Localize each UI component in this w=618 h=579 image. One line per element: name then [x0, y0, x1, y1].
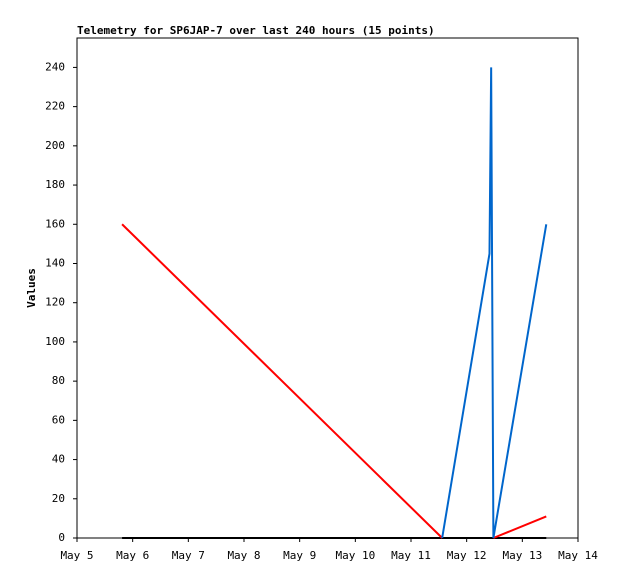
y-tick-label: 100 — [45, 335, 65, 348]
x-tick-label: May 7 — [172, 549, 205, 562]
x-tick-label: May 9 — [283, 549, 316, 562]
y-tick-label: 80 — [52, 374, 65, 387]
y-tick-label: 40 — [52, 453, 65, 466]
x-tick-label: May 11 — [391, 549, 431, 562]
x-tick-label: May 6 — [116, 549, 149, 562]
y-tick-label: 180 — [45, 178, 65, 191]
x-tick-label: May 5 — [60, 549, 93, 562]
y-tick-label: 200 — [45, 139, 65, 152]
plot-frame — [76, 37, 579, 539]
x-tick-label: May 8 — [227, 549, 260, 562]
y-tick-label: 160 — [45, 217, 65, 230]
x-tick-label: May 13 — [502, 549, 542, 562]
x-tick-label: May 12 — [447, 549, 487, 562]
y-tick-label: 220 — [45, 100, 65, 113]
chart-title: Telemetry for SP6JAP-7 over last 240 hou… — [77, 24, 435, 37]
y-tick-label: 0 — [58, 531, 65, 544]
y-tick-label: 120 — [45, 296, 65, 309]
y-tick-label: 240 — [45, 60, 65, 73]
y-axis-label: Values — [25, 268, 38, 308]
x-tick-label: May 14 — [558, 549, 598, 562]
x-tick-label: May 10 — [335, 549, 375, 562]
y-tick-label: 60 — [52, 413, 65, 426]
y-tick-label: 20 — [52, 492, 65, 505]
series-line — [441, 67, 548, 539]
series-line — [121, 223, 547, 539]
y-tick-label: 140 — [45, 256, 65, 269]
